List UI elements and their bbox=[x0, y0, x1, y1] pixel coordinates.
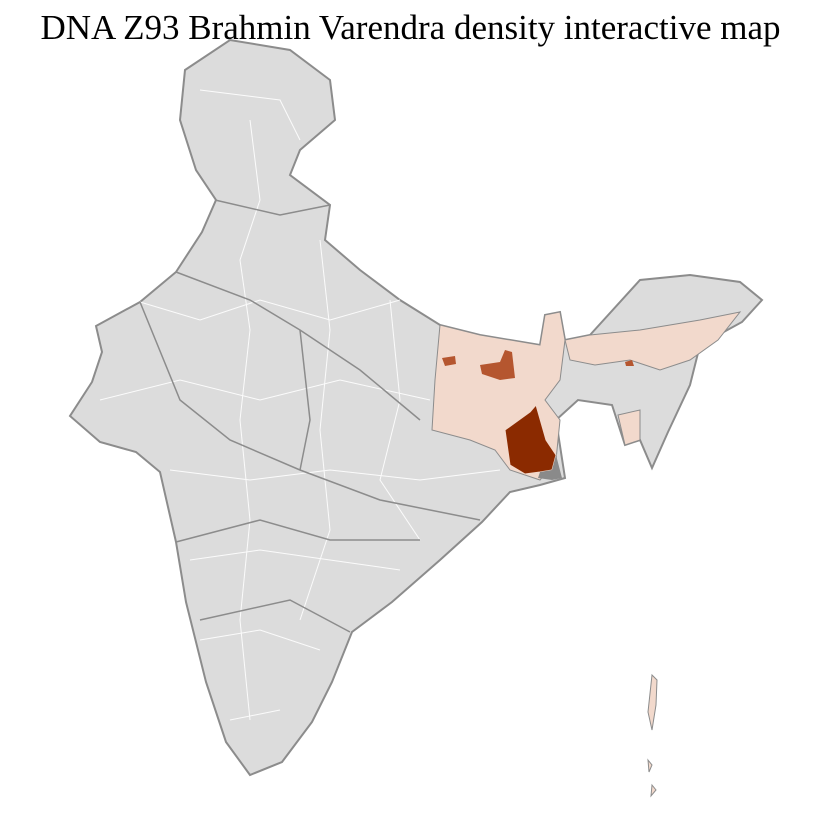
medium-density-district[interactable] bbox=[442, 356, 456, 366]
andaman-nicobar-islands[interactable] bbox=[647, 673, 658, 798]
state-borders bbox=[139, 199, 481, 633]
india-mainland[interactable] bbox=[68, 38, 764, 777]
medium-density-district[interactable] bbox=[480, 350, 515, 380]
low-density-region-tripura[interactable] bbox=[617, 409, 641, 446]
district-borders bbox=[99, 89, 501, 721]
low-density-region-assam[interactable] bbox=[564, 311, 742, 371]
map-title: DNA Z93 Brahmin Varendra density interac… bbox=[40, 8, 781, 47]
medium-density-district[interactable] bbox=[625, 360, 634, 366]
dark-grey-region[interactable] bbox=[538, 455, 562, 480]
